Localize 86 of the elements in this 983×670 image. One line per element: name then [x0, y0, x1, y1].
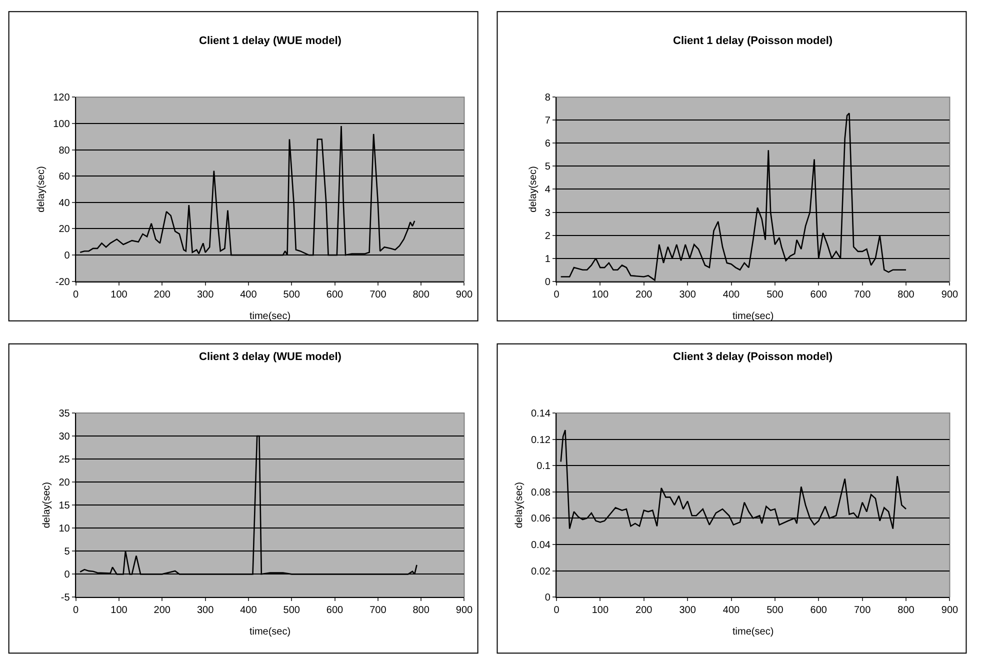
y-axis-title: delay(sec) — [42, 482, 53, 528]
y-tick-label: 10 — [58, 524, 70, 535]
y-axis-title: delay(sec) — [528, 166, 539, 212]
y-tick-label: 6 — [544, 138, 551, 150]
x-tick-label: 800 — [412, 605, 430, 616]
y-tick-label: 80 — [58, 145, 70, 156]
x-axis-title: time(sec) — [732, 310, 774, 322]
x-tick-label: 0 — [73, 289, 80, 300]
y-tick-label: 0 — [544, 592, 551, 604]
x-axis-title: time(sec) — [249, 626, 291, 638]
y-tick-label: 0 — [64, 250, 70, 262]
x-tick-label: 300 — [196, 605, 214, 616]
chart-title: Client 1 delay (WUE model) — [199, 35, 342, 47]
y-tick-label: 0.1 — [536, 461, 551, 472]
y-tick-label: 35 — [58, 408, 70, 420]
x-tick-label: 600 — [326, 605, 344, 616]
y-tick-label: 0.02 — [531, 566, 551, 578]
x-tick-label: 500 — [283, 605, 300, 616]
x-tick-label: 900 — [456, 289, 474, 300]
x-tick-label: 600 — [326, 289, 344, 300]
x-tick-label: 100 — [592, 605, 609, 616]
y-tick-label: 100 — [53, 118, 70, 130]
x-tick-label: 500 — [283, 289, 300, 300]
x-tick-label: 200 — [154, 605, 171, 616]
x-tick-label: 300 — [679, 605, 696, 616]
y-tick-label: 2 — [544, 230, 551, 242]
y-tick-label: -20 — [55, 276, 70, 288]
x-tick-label: 500 — [766, 605, 784, 616]
x-tick-label: 700 — [854, 289, 872, 300]
x-tick-label: 700 — [854, 605, 872, 616]
x-tick-label: 800 — [412, 289, 430, 300]
x-tick-label: 700 — [370, 289, 387, 300]
x-tick-label: 500 — [766, 289, 784, 300]
x-tick-label: 800 — [898, 289, 915, 300]
y-tick-label: 0 — [544, 276, 551, 288]
x-axis-title: time(sec) — [249, 310, 291, 322]
x-tick-label: 400 — [722, 289, 740, 300]
y-tick-label: 1 — [544, 254, 551, 265]
y-tick-label: 5 — [64, 546, 70, 558]
y-tick-label: 4 — [544, 184, 551, 196]
x-tick-label: 100 — [592, 289, 609, 300]
y-tick-label: 25 — [58, 454, 70, 466]
y-tick-label: -5 — [60, 592, 70, 604]
x-tick-label: 400 — [240, 605, 258, 616]
chart-title: Client 3 delay (Poisson model) — [673, 351, 833, 363]
y-tick-label: 7 — [544, 116, 551, 127]
y-tick-label: 0.04 — [531, 540, 551, 552]
y-tick-label: 5 — [544, 162, 551, 173]
x-tick-label: 900 — [456, 605, 474, 616]
y-tick-label: 0.08 — [531, 487, 551, 498]
y-tick-label: 3 — [544, 208, 551, 219]
y-axis-title: delay(sec) — [514, 482, 525, 528]
x-tick-label: 400 — [722, 605, 740, 616]
x-tick-label: 0 — [73, 605, 80, 616]
y-tick-label: 15 — [58, 500, 70, 512]
x-tick-label: 700 — [370, 605, 387, 616]
y-tick-label: 30 — [58, 431, 70, 442]
chart-title: Client 3 delay (WUE model) — [199, 351, 342, 363]
y-tick-label: 0.06 — [531, 514, 551, 525]
x-tick-label: 100 — [110, 605, 128, 616]
y-tick-label: 40 — [58, 198, 70, 209]
y-tick-label: 20 — [58, 224, 70, 236]
x-tick-label: 300 — [679, 289, 696, 300]
x-tick-label: 0 — [554, 289, 560, 300]
y-tick-label: 0.12 — [531, 434, 551, 446]
x-tick-label: 900 — [941, 605, 959, 616]
x-tick-label: 600 — [810, 605, 828, 616]
x-tick-label: 200 — [154, 289, 171, 300]
x-tick-label: 900 — [941, 289, 959, 300]
x-tick-label: 300 — [196, 289, 214, 300]
y-tick-label: 60 — [58, 172, 70, 183]
y-tick-label: 0 — [64, 570, 70, 581]
y-tick-label: 0.14 — [531, 408, 551, 420]
x-axis-title: time(sec) — [732, 626, 774, 638]
x-tick-label: 800 — [898, 605, 915, 616]
chart-title: Client 1 delay (Poisson model) — [673, 35, 833, 47]
x-tick-label: 400 — [240, 289, 258, 300]
x-tick-label: 200 — [636, 605, 653, 616]
y-tick-label: 8 — [544, 92, 551, 104]
x-tick-label: 200 — [636, 289, 653, 300]
x-tick-label: 100 — [110, 289, 128, 300]
y-tick-label: 20 — [58, 478, 70, 489]
y-axis-title: delay(sec) — [36, 166, 48, 212]
x-tick-label: 600 — [810, 289, 828, 300]
x-tick-label: 0 — [554, 605, 560, 616]
y-tick-label: 120 — [53, 92, 70, 104]
